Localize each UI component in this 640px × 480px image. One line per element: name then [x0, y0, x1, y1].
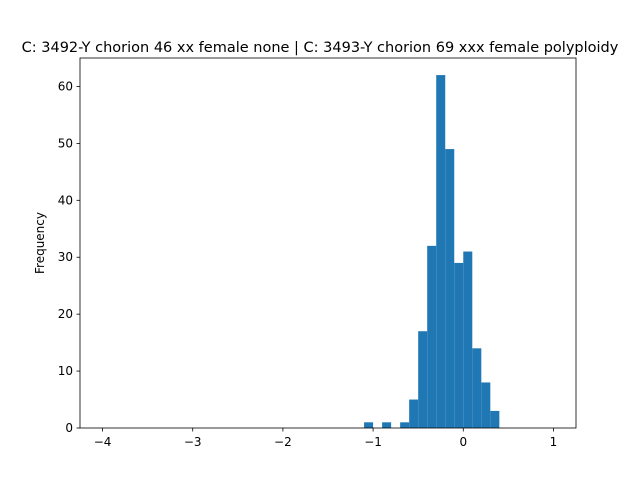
y-axis-ticks: 0 10 20 30 40 50 60	[58, 79, 80, 435]
y-tick-label: 10	[58, 364, 73, 378]
y-tick-label: 0	[65, 421, 73, 435]
y-tick-label: 50	[58, 136, 73, 150]
histogram-bar	[418, 331, 428, 428]
histogram-bar	[364, 422, 374, 428]
y-tick-label: 30	[58, 250, 73, 264]
histogram-bar	[481, 382, 491, 428]
y-axis-label: Frequency	[33, 212, 47, 274]
y-tick-label: 40	[58, 193, 73, 207]
histogram-bar	[472, 348, 482, 428]
y-tick-label: 20	[58, 307, 73, 321]
x-tick-label: −2	[274, 435, 292, 449]
chart-title: C: 3492-Y chorion 46 xx female none | C:…	[22, 40, 619, 56]
x-tick-label: −1	[364, 435, 382, 449]
y-tick-label: 60	[58, 79, 73, 93]
histogram-bar	[427, 245, 437, 428]
histogram-bars	[364, 75, 500, 429]
x-tick-label: −3	[184, 435, 202, 449]
x-tick-label: 0	[459, 435, 467, 449]
histogram-bar	[454, 262, 464, 428]
x-tick-label: −4	[94, 435, 112, 449]
x-tick-label: 1	[550, 435, 558, 449]
histogram-bar	[436, 75, 446, 429]
histogram-bar	[463, 251, 473, 428]
histogram-bar	[409, 399, 419, 428]
histogram-bar	[382, 422, 392, 428]
histogram-bar	[490, 410, 500, 428]
histogram-bar	[445, 149, 455, 429]
x-axis-ticks: −4 −3 −2 −1 0 1	[94, 428, 558, 449]
plot-area-frame	[79, 57, 577, 429]
histogram-bar	[400, 422, 410, 428]
